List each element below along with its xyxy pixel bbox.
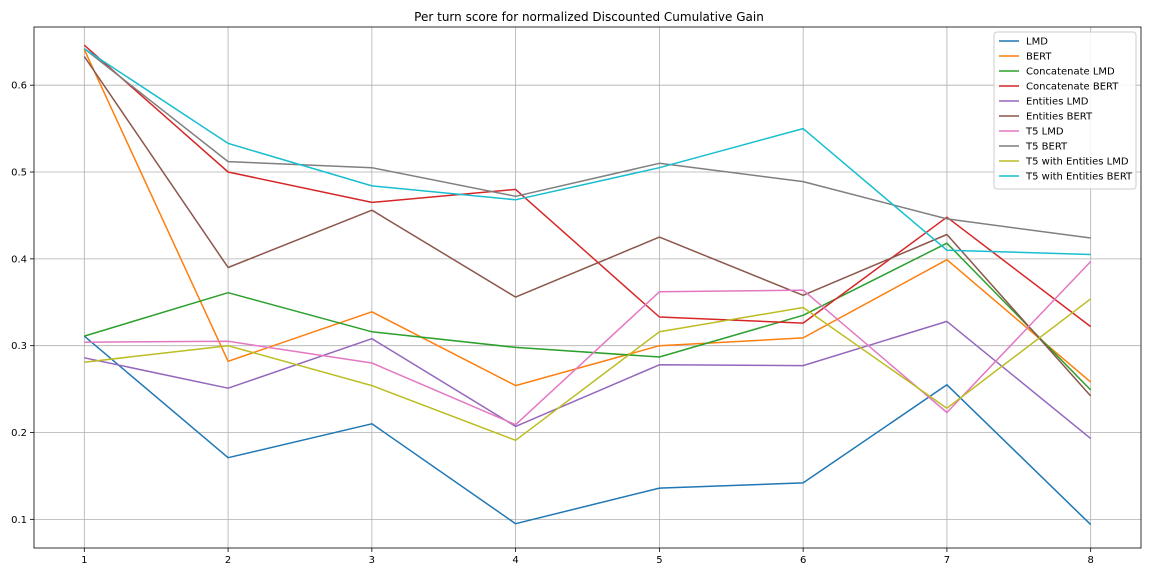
x-tick-label: 6: [800, 555, 806, 566]
series-line-9: [83, 48, 1091, 256]
series-lines: [83, 44, 1092, 526]
legend-label: Entities LMD: [1026, 97, 1089, 108]
legend-label: Concatenate LMD: [1026, 67, 1115, 78]
chart-title: Per turn score for normalized Discounted…: [414, 10, 764, 24]
series-line-8: [84, 298, 1092, 442]
legend-label: LMD: [1026, 37, 1048, 48]
series-line-4: [84, 320, 1092, 440]
x-tick-label: 2: [225, 555, 231, 566]
y-tick-label: 0.5: [11, 168, 27, 179]
series-line-7: [83, 48, 1091, 239]
series-line-2: [84, 242, 1092, 391]
y-tick-label: 0.2: [11, 428, 27, 439]
series-line-3: [83, 44, 1092, 328]
legend-label: Entities BERT: [1026, 112, 1093, 123]
legend-label: BERT: [1026, 52, 1052, 63]
legend: LMD BERT Concatenate LMD Concatenate BERT En…: [993, 31, 1137, 190]
x-tick-label: 8: [1087, 555, 1093, 566]
plot-frame: [33, 26, 1142, 549]
x-tick-label: 5: [656, 555, 662, 566]
x-tick-label: 1: [81, 555, 87, 566]
series-line-5: [83, 56, 1092, 397]
y-tick-label: 0.6: [11, 81, 27, 92]
axes: 1 2 3 4 5 6 7 8 0.1 0.2 0.3 0.4 0.5 0.6: [11, 26, 1142, 566]
legend-label: T5 with Entities BERT: [1025, 172, 1133, 183]
legend-label: T5 with Entities LMD: [1025, 157, 1129, 168]
legend-label: T5 LMD: [1025, 127, 1064, 138]
y-tick-label: 0.1: [11, 515, 27, 526]
grid-lines: [34, 27, 1141, 548]
x-tick-label: 3: [369, 555, 375, 566]
y-tick-label: 0.4: [11, 254, 27, 265]
legend-label: Concatenate BERT: [1026, 82, 1119, 93]
series-line-6: [84, 260, 1092, 426]
x-tick-label: 4: [512, 555, 518, 566]
series-line-0: [83, 335, 1092, 526]
legend-box: [993, 31, 1137, 190]
x-tick-label: 7: [944, 555, 950, 566]
y-tick-label: 0.3: [11, 341, 27, 352]
legend-label: T5 BERT: [1025, 142, 1068, 153]
